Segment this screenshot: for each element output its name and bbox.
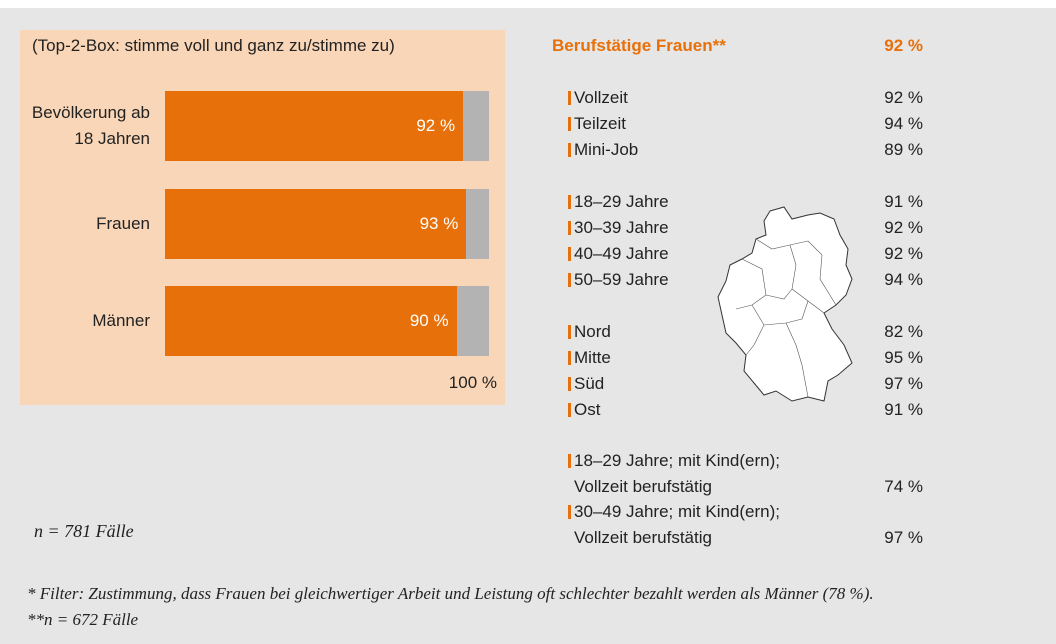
breakdown-row: Nord 82 % [568,319,923,345]
bullet [568,505,571,520]
chart-title: (Top-2-Box: stimme voll und ganz zu/stim… [32,36,395,55]
bullet [568,454,571,469]
breakdown-label: Teilzeit [568,111,844,137]
breakdown-value: 92 % [884,218,923,237]
breakdown-row: Süd 97 % [568,371,923,397]
category-label: Männer [92,311,150,330]
bullet [568,376,571,391]
footnote: **n = 672 Fälle [27,610,139,629]
value-label: 93 % [419,214,459,233]
breakdown-value: 92 % [884,88,923,108]
breakdown-value: 74 % [884,476,923,496]
breakdown-row: 18–29 Jahre 91 % [568,189,923,215]
breakdown-value: 92 % [884,36,923,55]
bullet [568,247,571,261]
breakdown-value: 97 % [884,527,923,547]
breakdown-title: Berufstätige Frauen** [552,36,726,55]
breakdown-value: 91 % [884,399,923,419]
bullet [568,91,571,106]
breakdown-value: 95 % [884,347,923,367]
breakdown-label: Vollzeit [568,85,844,111]
breakdown-label: 30–49 Jahre; mit Kind(ern); Vollzeit ber… [568,499,824,550]
bullet [568,402,571,417]
breakdown-row: 40–49 Jahre 92 % [568,241,923,267]
bar [165,286,457,356]
breakdown-label: Süd [568,371,844,397]
breakdown-label: 30–39 Jahre [568,215,844,241]
breakdown-row: Vollzeit 92 % [568,85,923,111]
category-label: Bevölkerung ab 18 Jahren [31,103,150,148]
breakdown-value: 92 % [884,244,923,263]
footnote: * Filter: Zustimmung, dass Frauen bei gl… [27,584,874,603]
bullet [568,273,571,287]
breakdown-label: 50–59 Jahre [568,267,844,293]
breakdown-label: Nord [568,319,844,345]
map-germany [717,206,853,402]
breakdown-label: Mitte [568,345,844,371]
bullet [568,221,571,235]
value-label: 92 % [416,116,456,135]
breakdown-value: 91 % [884,192,923,211]
bullet [568,324,571,339]
breakdown-label: 40–49 Jahre [568,241,844,267]
category-label: Frauen [96,214,150,233]
breakdown-row: 30–39 Jahre 92 % [568,215,923,241]
breakdown-label: Mini-Job [568,137,844,163]
bullet [568,195,571,209]
breakdown-row: 30–49 Jahre; mit Kind(ern); Vollzeit ber… [568,499,923,550]
breakdown-row: Teilzeit 94 % [568,111,923,137]
x-tick-label: 100 % [448,373,497,392]
breakdown-value: 94 % [884,114,923,134]
value-label: 90 % [409,311,449,330]
breakdown-row: Mitte 95 % [568,345,923,371]
breakdown-label: 18–29 Jahre; mit Kind(ern); Vollzeit ber… [568,448,824,499]
breakdown-row: Ost 91 % [568,397,923,423]
breakdown-label: 18–29 Jahre [568,189,844,215]
bullet [568,350,571,365]
breakdown-row: Mini-Job 89 % [568,137,923,163]
breakdown-value: 82 % [884,321,923,341]
bar [165,189,467,259]
note: n = 781 Fälle [34,521,134,541]
bullet [568,117,571,132]
breakdown-value: 94 % [884,270,923,289]
bullet [568,143,571,158]
breakdown-row: 50–59 Jahre 94 % [568,267,923,293]
bar [165,91,464,161]
breakdown-label: Ost [568,397,844,423]
breakdown-value: 89 % [884,140,923,160]
breakdown-row: 18–29 Jahre; mit Kind(ern); Vollzeit ber… [568,448,923,499]
breakdown-value: 97 % [884,373,923,393]
